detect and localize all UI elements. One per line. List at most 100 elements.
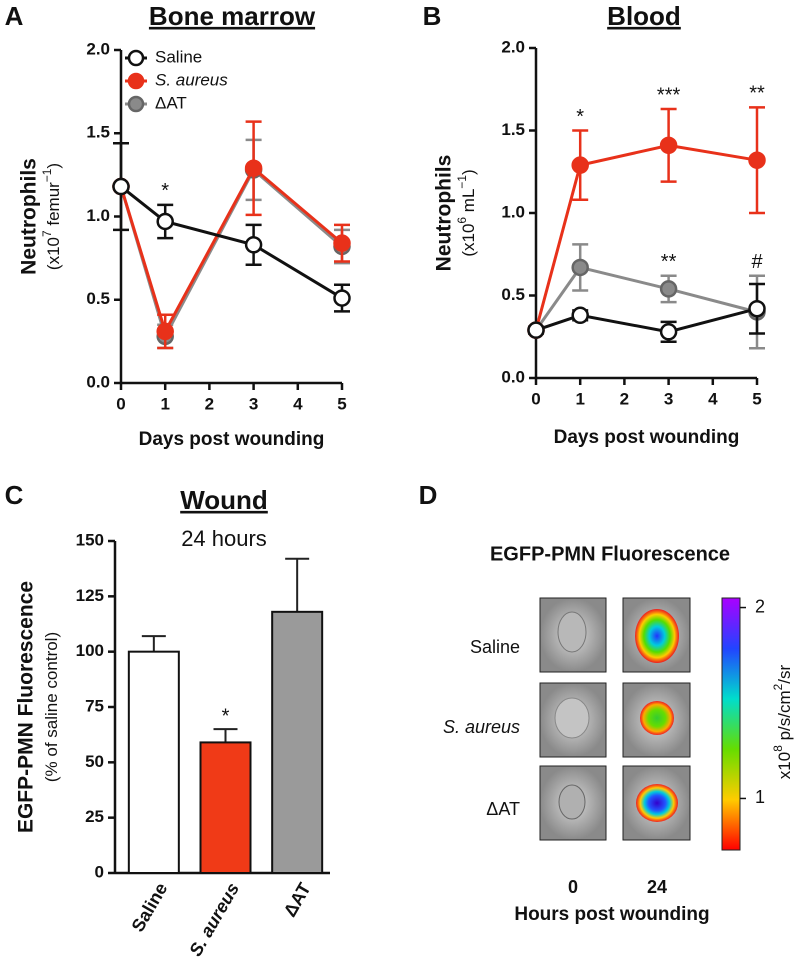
series-line: [119, 165, 343, 336]
y-tick-label: 150: [76, 530, 104, 549]
chart-subtitle: 24 hours: [181, 526, 267, 551]
colorbar-tick-label: 2: [755, 596, 765, 616]
y-axis-unit-part: −1: [40, 168, 54, 182]
y-axis-label: EGFP-PMN Fluorescence: [15, 581, 38, 833]
data-point: [244, 236, 263, 254]
y-tick-label: 0.5: [86, 289, 110, 308]
x-tick-label: Saline: [128, 879, 172, 935]
colorbar-label-part: p/s/cm: [775, 690, 794, 745]
row-label: Saline: [470, 637, 520, 657]
x-tick-label: 2: [620, 389, 629, 408]
y-axis-unit: (x107 femur−1): [40, 163, 63, 270]
x-tick-label: 0: [116, 394, 125, 413]
panel-label: A: [5, 1, 24, 31]
x-tick-label: 3: [249, 394, 258, 413]
x-tick-label: 1: [160, 394, 169, 413]
colorbar-label-part: /sr: [775, 664, 794, 683]
chart-title: Bone marrow: [149, 1, 316, 31]
series-line: [534, 265, 758, 332]
y-axis-unit-part: mL: [459, 189, 478, 217]
y-tick-label: 0.0: [86, 372, 110, 391]
series-line: [119, 167, 343, 341]
annotation: **: [749, 83, 765, 105]
colorbar-tick-label: 1: [755, 787, 765, 807]
y-axis-unit-part: (x10: [459, 224, 478, 257]
y-tick-label: 2.0: [86, 39, 110, 58]
data-point: [571, 258, 589, 277]
error-bar: [213, 728, 238, 743]
y-axis-unit-part: 6: [455, 217, 469, 224]
column-label: 24: [647, 877, 667, 897]
data-point: [244, 159, 263, 177]
colorbar-label-part: 8: [771, 745, 785, 752]
y-tick-label: 50: [85, 752, 104, 771]
y-tick-label: 0: [95, 862, 104, 881]
error-bar: [285, 557, 310, 612]
y-axis-label: Neutrophils: [18, 158, 41, 275]
y-tick-label: 2.0: [501, 37, 525, 56]
chart-title: Blood: [607, 1, 681, 31]
legend-marker: [127, 95, 145, 113]
legend-label: Saline: [155, 47, 202, 66]
row-label: ΔAT: [486, 799, 520, 819]
y-tick-label: 75: [85, 696, 104, 715]
colorbar: [721, 597, 741, 851]
data-point: [571, 306, 589, 325]
data-point: [659, 323, 678, 341]
error-bar: [141, 635, 166, 652]
y-axis-unit-part: femur: [44, 182, 63, 231]
y-axis-label: Neutrophils: [433, 155, 456, 272]
y-tick-label: 1.5: [501, 120, 525, 139]
x-tick-label: 5: [337, 394, 346, 413]
y-axis-unit: (% of saline control): [42, 632, 61, 782]
bar: [271, 610, 324, 874]
y-axis-unit-part: (x10: [44, 237, 63, 270]
data-point: [527, 321, 545, 339]
data-point: [659, 136, 678, 155]
series-line: [535, 307, 758, 334]
annotation: #: [751, 251, 763, 273]
data-point: [748, 299, 766, 318]
x-tick-label: 2: [205, 394, 214, 413]
y-tick-label: 1.5: [86, 123, 110, 142]
x-tick-label: ΔAT: [280, 879, 315, 920]
colorbar-label-part: x10: [775, 752, 794, 779]
panel-d-images: [539, 597, 741, 851]
x-tick-label: S. aureus: [185, 879, 243, 959]
annotation: *: [161, 180, 169, 202]
legend-label: S. aureus: [155, 70, 228, 89]
panel-label: B: [423, 1, 442, 31]
y-axis-unit-part: (% of saline control): [42, 632, 61, 782]
y-tick-label: 1.0: [501, 202, 525, 221]
y-axis-unit-part: 7: [40, 230, 54, 237]
y-tick-label: 125: [76, 586, 104, 605]
panel-label: C: [5, 480, 24, 510]
bar: [199, 741, 252, 874]
data-point: [748, 151, 766, 169]
data-point: [333, 234, 351, 252]
x-tick-label: 1: [575, 389, 584, 408]
x-axis-label: Days post wounding: [139, 429, 325, 450]
series-line: [534, 143, 758, 331]
legend-label: ΔAT: [155, 93, 187, 112]
x-tick-label: 4: [293, 394, 303, 413]
x-tick-label: 4: [708, 389, 718, 408]
x-axis-label: Days post wounding: [554, 427, 740, 448]
y-axis-unit: (x106 mL−1): [455, 169, 478, 256]
annotation: *: [222, 705, 230, 727]
y-tick-label: 100: [76, 641, 104, 660]
colorbar-label-part: 2: [771, 683, 785, 690]
data-point: [112, 177, 130, 196]
panel-title: EGFP-PMN Fluorescence: [490, 543, 730, 565]
annotation: **: [661, 251, 677, 273]
bar: [127, 650, 180, 875]
data-point: [333, 289, 351, 307]
colorbar-label: x108 p/s/cm2/sr: [771, 664, 794, 779]
data-point: [156, 322, 174, 341]
annotation: *: [576, 106, 584, 128]
y-tick-label: 1.0: [86, 206, 110, 225]
y-tick-label: 0.0: [501, 367, 525, 386]
y-axis-unit-part: ): [44, 163, 63, 169]
x-tick-label: 5: [752, 389, 761, 408]
